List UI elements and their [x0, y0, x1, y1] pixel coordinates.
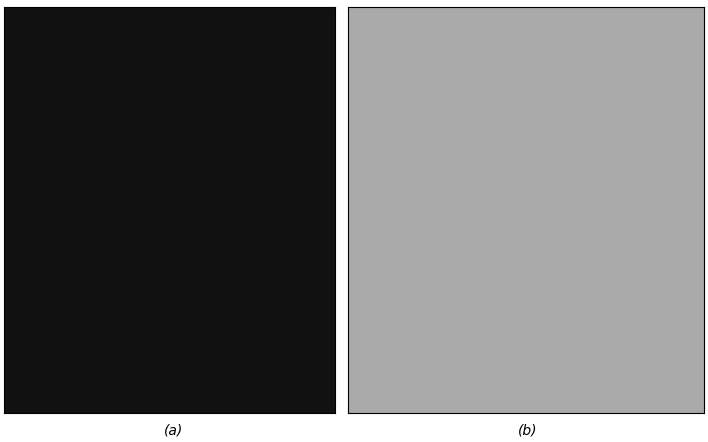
Text: (b): (b) — [518, 423, 537, 438]
Text: (a): (a) — [164, 423, 183, 438]
